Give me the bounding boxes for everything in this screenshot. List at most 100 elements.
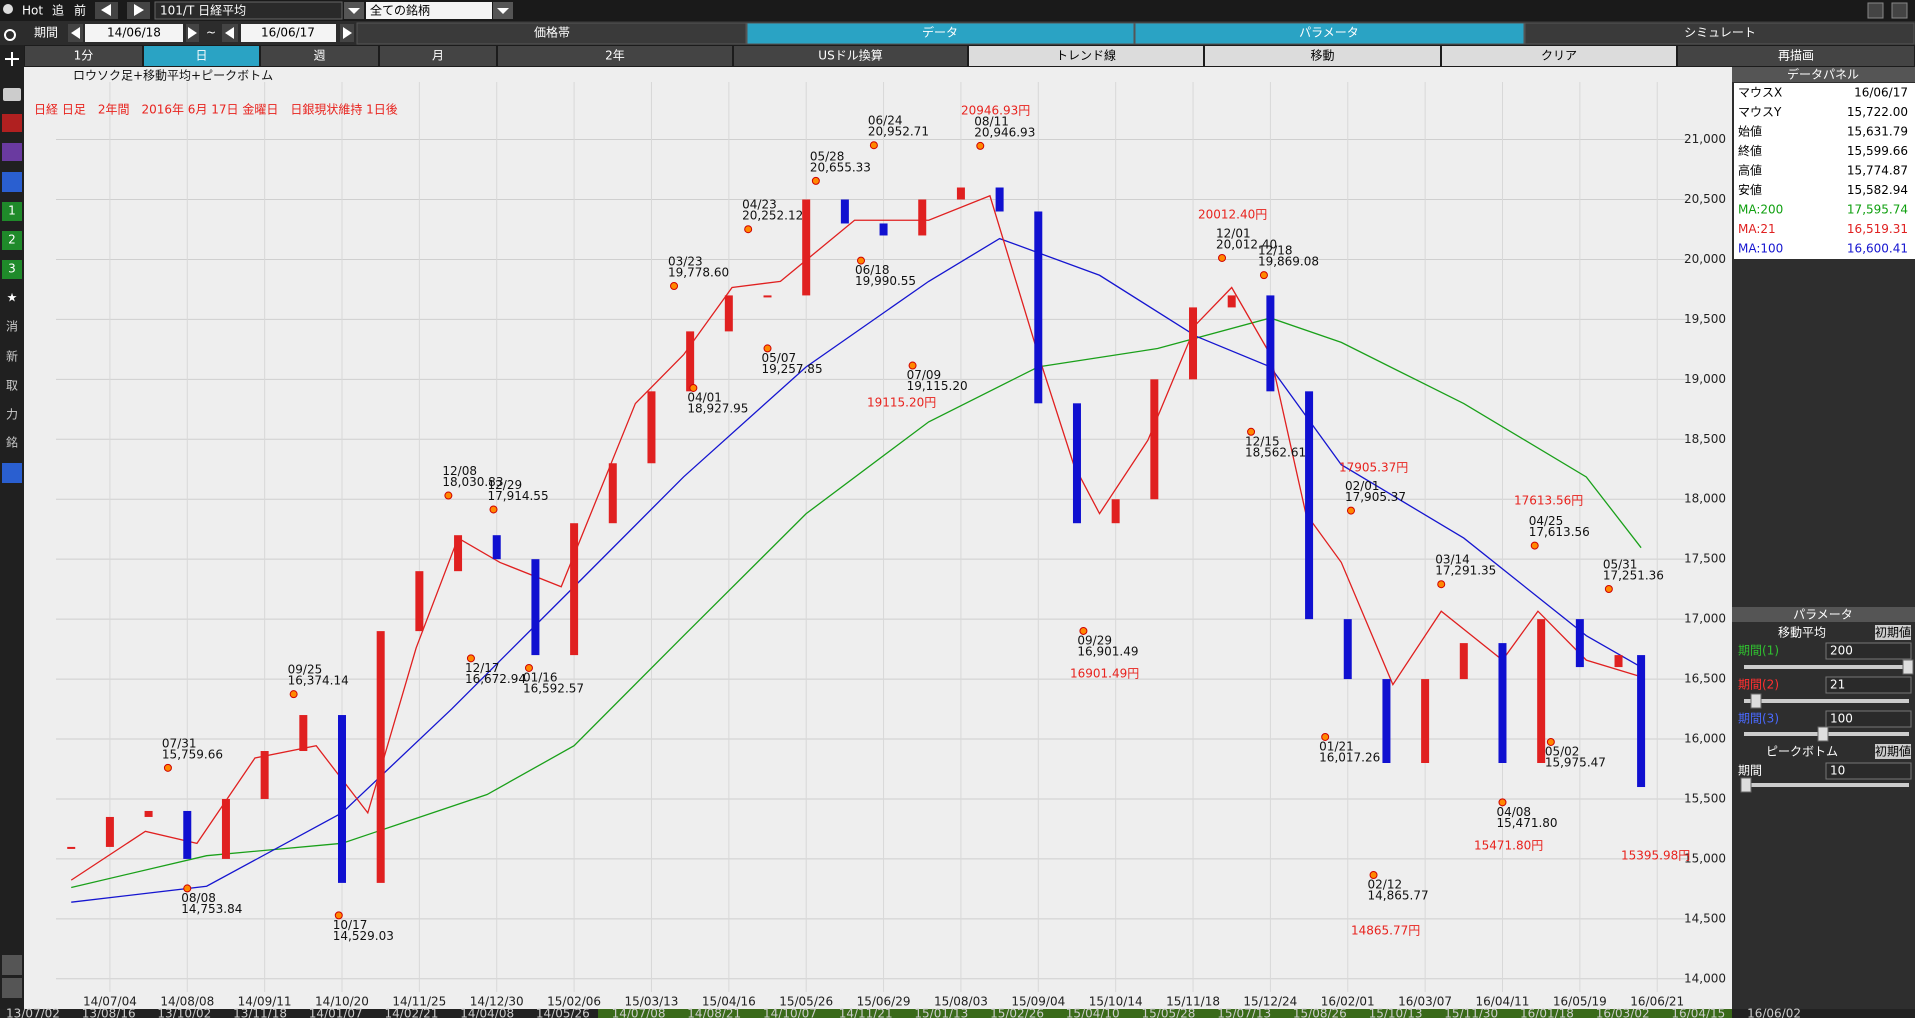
param-input[interactable] — [1825, 676, 1912, 694]
sidebar-button[interactable]: 2 — [8, 233, 16, 247]
button-label[interactable]: 日 — [195, 49, 207, 63]
button-label[interactable]: 1分 — [74, 49, 94, 63]
annotation: 19115.20円 — [867, 396, 936, 410]
button[interactable] — [498, 46, 732, 66]
arrow — [188, 27, 197, 39]
period-label: 期間 — [34, 26, 58, 40]
button-label[interactable]: 2年 — [605, 49, 625, 63]
tab-label[interactable]: 価格帯 — [534, 25, 570, 40]
sidebar-button[interactable]: 3 — [8, 262, 16, 276]
button-label[interactable]: 移動 — [1310, 49, 1334, 63]
peak-marker — [689, 383, 698, 392]
tab[interactable] — [1524, 22, 1915, 45]
candle — [1189, 307, 1198, 380]
bulb-icon[interactable] — [3, 4, 13, 14]
sidebar-button[interactable]: ★ — [7, 291, 18, 305]
peak-value: 18,927.95 — [687, 401, 748, 415]
sidebar-button[interactable]: 銘 — [6, 435, 18, 450]
tab-label[interactable]: シミュレート — [1684, 26, 1756, 40]
close-button[interactable] — [1891, 2, 1908, 19]
chart-icon[interactable] — [2, 114, 22, 132]
toolbar-button[interactable]: 追 — [52, 3, 64, 18]
button[interactable] — [1442, 46, 1676, 66]
x-tick-label: 15/05/26 — [779, 995, 833, 1009]
reset-label[interactable]: 初期値 — [1875, 744, 1911, 759]
universe-box[interactable] — [366, 2, 492, 19]
toolbar-button[interactable]: Hot — [22, 4, 43, 18]
date-box[interactable] — [85, 24, 183, 42]
button-label[interactable]: 再描画 — [1778, 49, 1814, 63]
sidebar-button[interactable]: 取 — [6, 379, 18, 393]
scroller-date: 15/02/26 — [990, 1007, 1044, 1018]
button[interactable] — [144, 46, 259, 66]
slider-track[interactable] — [1744, 665, 1909, 669]
symbol-box[interactable] — [154, 1, 343, 20]
sidebar-button[interactable]: 消 — [6, 320, 18, 334]
y-tick-label: 20,000 — [1684, 252, 1726, 266]
settings-icon[interactable] — [2, 463, 22, 483]
search-icon[interactable] — [4, 29, 16, 41]
slider-thumb[interactable] — [1817, 726, 1829, 742]
scroller-range[interactable] — [598, 1009, 1732, 1018]
candle — [105, 816, 114, 847]
x-tick-label: 16/03/07 — [1398, 995, 1452, 1009]
candle — [956, 187, 965, 200]
candle — [802, 199, 811, 296]
slider-thumb[interactable] — [1750, 693, 1762, 709]
button[interactable] — [25, 46, 142, 66]
sidebar-button[interactable]: 力 — [6, 408, 18, 422]
chart-icon[interactable] — [2, 955, 22, 975]
peak-date: 01/16 — [523, 670, 558, 684]
tab-label[interactable]: パラメータ — [1299, 26, 1359, 40]
param-input[interactable] — [1825, 642, 1912, 660]
peak-date: 04/01 — [687, 390, 722, 404]
slider-thumb[interactable] — [1902, 659, 1914, 675]
tab[interactable] — [746, 22, 1135, 45]
plus-icon[interactable] — [5, 52, 19, 66]
candle — [1382, 679, 1391, 764]
button[interactable] — [380, 46, 496, 66]
button[interactable] — [1678, 46, 1914, 66]
candle — [647, 391, 656, 464]
flag-icon[interactable] — [2, 172, 22, 192]
reset-button[interactable] — [1875, 744, 1911, 759]
y-tick-label: 14,000 — [1684, 971, 1726, 985]
peak-value: 20,952.71 — [868, 125, 929, 139]
button[interactable] — [261, 46, 378, 66]
param-input[interactable] — [1825, 710, 1912, 728]
date-box[interactable] — [241, 24, 336, 42]
button[interactable] — [1205, 46, 1440, 66]
param-input[interactable] — [1825, 762, 1912, 780]
tab[interactable] — [356, 22, 747, 45]
scroller-date: 13/11/18 — [233, 1007, 287, 1018]
slider-track[interactable] — [1744, 699, 1909, 703]
peak-value: 20,655.33 — [810, 160, 871, 174]
peak-value: 19,990.55 — [855, 274, 916, 288]
button-label[interactable]: 月 — [432, 49, 444, 63]
scroller-date: 15/07/13 — [1217, 1007, 1271, 1018]
reset-button[interactable] — [1875, 625, 1911, 640]
peak-value: 20,252.12 — [742, 209, 803, 223]
data-label: MA:100 — [1738, 242, 1783, 256]
slider-thumb[interactable] — [1740, 777, 1752, 793]
button-label[interactable]: USドル換算 — [818, 48, 882, 63]
slider-track[interactable] — [1744, 783, 1909, 787]
button-label[interactable]: トレンド線 — [1056, 48, 1116, 63]
button[interactable] — [969, 46, 1203, 66]
sidebar-button[interactable]: 新 — [6, 349, 18, 364]
chart-icon[interactable] — [2, 978, 22, 998]
button[interactable] — [734, 46, 967, 66]
minimize-button[interactable] — [1867, 2, 1884, 19]
reset-label[interactable]: 初期値 — [1875, 625, 1911, 640]
toolbar-button[interactable]: 前 — [74, 3, 86, 18]
tab-label[interactable]: データ — [922, 25, 958, 40]
x-tick-label: 15/04/16 — [702, 995, 756, 1009]
camera-icon[interactable] — [3, 88, 21, 101]
tab[interactable] — [1134, 22, 1525, 45]
button-label[interactable]: 週 — [313, 49, 325, 63]
button-label[interactable]: クリア — [1541, 49, 1577, 63]
chart-icon[interactable] — [2, 143, 22, 161]
sidebar-button[interactable]: 1 — [8, 204, 16, 218]
peak-marker — [1079, 626, 1088, 635]
data-label: 安値 — [1738, 182, 1762, 197]
